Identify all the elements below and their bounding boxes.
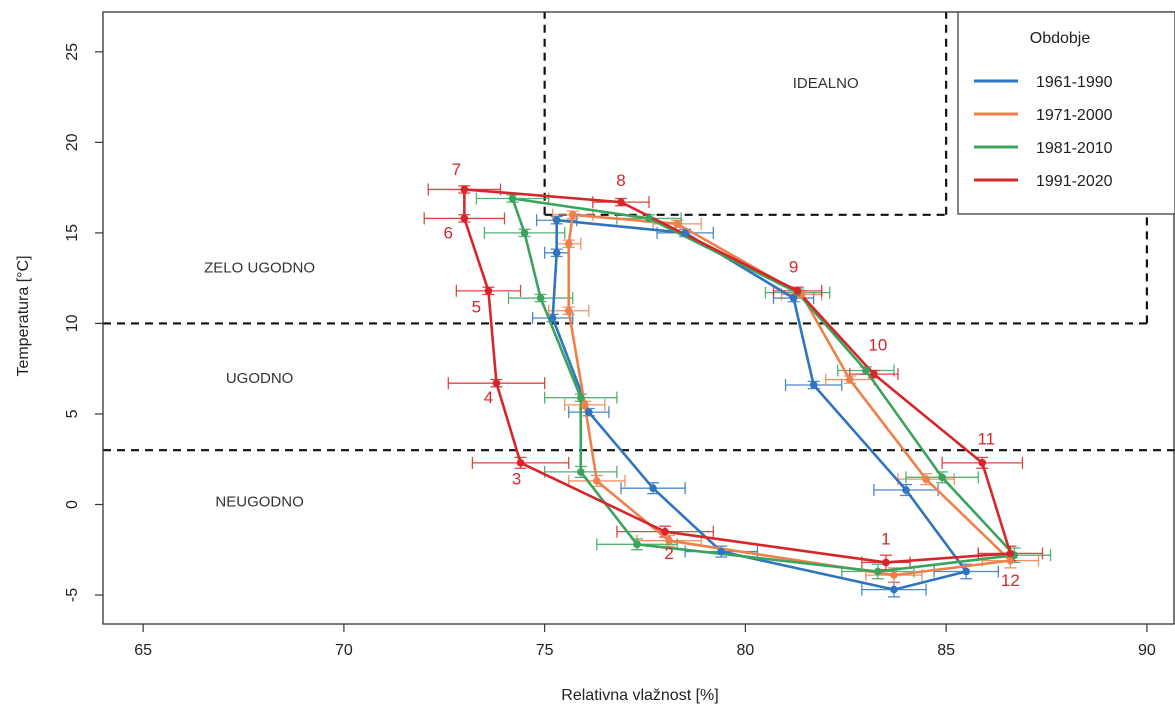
y-tick-label: -5 — [64, 588, 81, 602]
legend: Obdobje 1961-1990 1971-2000 1981-2010 1991-… — [957, 11, 1175, 215]
series-line — [511, 197, 1016, 573]
month-label: 8 — [616, 171, 625, 190]
data-point — [617, 198, 625, 206]
month-label: 12 — [1001, 571, 1020, 590]
legend-label: 1981-2010 — [1036, 140, 1113, 157]
data-point — [938, 473, 946, 482]
month-label: 11 — [977, 430, 995, 449]
x-tick-label: 80 — [736, 642, 754, 659]
data-point — [902, 486, 910, 494]
data-point — [564, 239, 573, 248]
data-point — [460, 214, 469, 223]
data-point — [585, 408, 593, 416]
month-label: 1 — [881, 529, 890, 548]
data-point — [564, 306, 573, 315]
data-point — [1006, 556, 1015, 565]
series-lines — [463, 188, 1016, 591]
month-label: 3 — [512, 470, 521, 489]
error-bars — [423, 183, 1052, 598]
data-point — [645, 214, 653, 223]
data-point — [1006, 549, 1015, 558]
month-label: 5 — [472, 298, 481, 317]
x-tick-label: 70 — [335, 642, 353, 659]
data-point — [845, 375, 854, 384]
zone-label: UGODNO — [226, 370, 294, 387]
data-point — [793, 287, 802, 295]
y-axis-title: Temperatura [°C] — [15, 255, 32, 376]
data-point — [460, 185, 469, 194]
data-point — [633, 540, 641, 549]
y-tick-label: 10 — [64, 314, 81, 332]
data-point — [809, 381, 818, 389]
series-points — [460, 185, 1019, 594]
y-tick-label: 15 — [64, 224, 81, 242]
data-point — [789, 294, 798, 302]
data-point — [665, 536, 673, 545]
zone-boundaries — [103, 12, 1175, 452]
data-point — [520, 229, 529, 237]
data-point — [552, 216, 561, 225]
data-point — [484, 287, 493, 295]
zone-label: IDEALNO — [793, 75, 859, 92]
month-label: 9 — [789, 258, 798, 277]
y-tick-label: 5 — [64, 409, 81, 418]
month-label: 2 — [664, 544, 673, 563]
data-point — [673, 220, 681, 228]
legend-label: 1971-2000 — [1036, 107, 1113, 124]
data-point — [890, 571, 898, 579]
legend-title: Obdobje — [1030, 30, 1091, 47]
x-tick-label: 90 — [1138, 642, 1156, 659]
legend-label: 1991-2020 — [1036, 173, 1113, 190]
x-tick-label: 75 — [536, 642, 554, 659]
month-label: 10 — [868, 336, 887, 355]
plot-frame — [102, 11, 1175, 625]
data-point — [593, 477, 601, 485]
data-point — [492, 379, 501, 387]
y-tick-label: 20 — [64, 133, 81, 151]
x-tick-label: 85 — [937, 642, 955, 659]
data-point — [552, 249, 561, 257]
legend-label: 1961-1990 — [1036, 74, 1113, 91]
data-point — [717, 547, 726, 556]
data-point — [580, 401, 589, 409]
month-label: 4 — [484, 388, 493, 407]
series-line — [463, 188, 1012, 564]
y-tick-label: 25 — [64, 43, 81, 61]
data-point — [862, 366, 870, 375]
zone-labels: IDEALNO ZELO UGODNO UGODNO NEUGODNO — [204, 75, 858, 510]
month-label: 6 — [444, 223, 453, 242]
data-point — [576, 393, 585, 402]
zone-label: ZELO UGODNO — [204, 260, 315, 277]
data-point — [681, 229, 689, 237]
legend-items: 1961-1990 1971-2000 1981-2010 1991-2020 — [974, 74, 1113, 190]
data-point — [962, 567, 971, 576]
data-point — [661, 527, 669, 536]
data-point — [874, 567, 882, 576]
data-point — [576, 468, 585, 476]
data-point — [870, 370, 878, 378]
data-point — [536, 294, 545, 302]
x-tick-label: 65 — [134, 642, 152, 659]
data-point — [568, 210, 577, 219]
data-point — [882, 558, 890, 567]
month-label: 7 — [452, 160, 461, 179]
zone-label: NEUGODNO — [215, 493, 303, 510]
series-line — [551, 218, 968, 591]
data-point — [890, 585, 898, 594]
data-point — [922, 475, 930, 483]
data-point — [508, 194, 517, 203]
y-tick-label: 0 — [64, 500, 81, 509]
data-point — [978, 459, 987, 467]
data-point — [516, 459, 525, 467]
data-point — [649, 484, 657, 493]
x-axis-title: Relativna vlažnost [%] — [561, 687, 718, 704]
data-point — [548, 314, 557, 322]
